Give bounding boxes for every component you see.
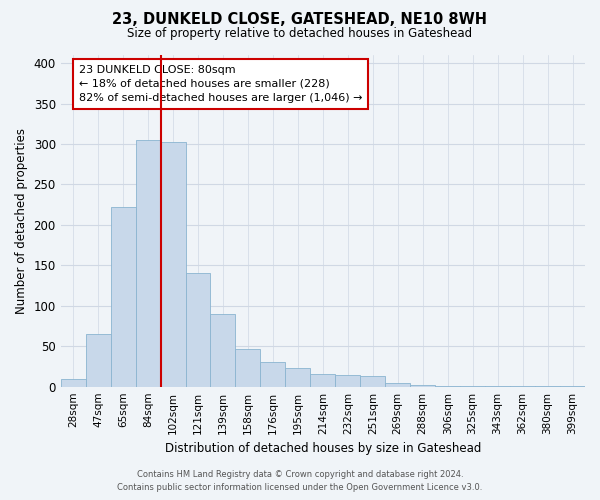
Bar [161,142,185,386]
Bar [410,385,435,386]
Text: 23 DUNKELD CLOSE: 80sqm
← 18% of detached houses are smaller (228)
82% of semi-d: 23 DUNKELD CLOSE: 80sqm ← 18% of detache… [79,65,362,103]
Bar [286,368,310,386]
Bar [385,382,410,386]
Bar [136,140,161,386]
X-axis label: Distribution of detached houses by size in Gateshead: Distribution of detached houses by size … [164,442,481,455]
Text: Contains HM Land Registry data © Crown copyright and database right 2024.
Contai: Contains HM Land Registry data © Crown c… [118,470,482,492]
Y-axis label: Number of detached properties: Number of detached properties [15,128,28,314]
Bar [310,374,335,386]
Bar [185,274,211,386]
Bar [335,376,360,386]
Bar [235,348,260,387]
Bar [211,314,235,386]
Bar [61,378,86,386]
Bar [360,376,385,386]
Text: Size of property relative to detached houses in Gateshead: Size of property relative to detached ho… [127,28,473,40]
Text: 23, DUNKELD CLOSE, GATESHEAD, NE10 8WH: 23, DUNKELD CLOSE, GATESHEAD, NE10 8WH [113,12,487,28]
Bar [260,362,286,386]
Bar [110,207,136,386]
Bar [86,334,110,386]
